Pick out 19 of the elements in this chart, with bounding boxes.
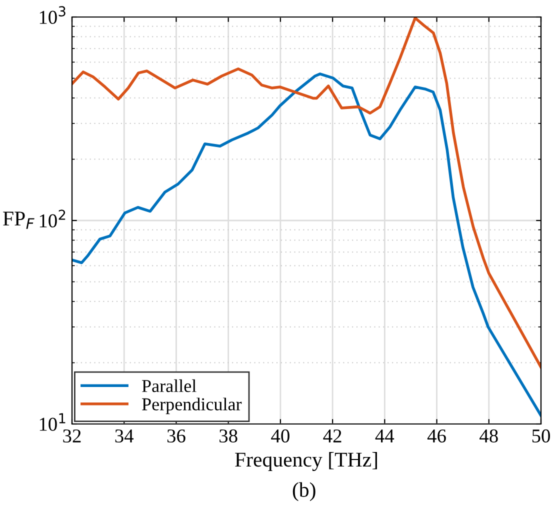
x-tick-label: 34 <box>115 429 134 443</box>
x-tick-label: 36 <box>167 429 186 443</box>
y-tick-label: 10$^{2}$ <box>40 210 66 228</box>
y-tick-label: 10$^{3}$ <box>40 6 66 24</box>
x-tick-label: 40 <box>271 429 290 443</box>
x-tick-label: 48 <box>480 429 498 443</box>
x-tick-label: 32 <box>63 429 81 443</box>
x-tick-label: 42 <box>323 429 342 442</box>
x-tick-label: 50 <box>532 429 550 443</box>
x-tick-label: 44 <box>375 430 394 442</box>
y-axis-title: FP$_{F}$ <box>3 212 34 229</box>
x-tick-label: 46 <box>427 429 446 443</box>
x-axis-title: Frequency [THz] <box>235 452 377 471</box>
text: (b) <box>292 482 316 502</box>
x-tick-label: 38 <box>220 429 238 443</box>
legend-label: Perpendicular <box>142 398 242 414</box>
y-tick-label: 10$^{1}$ <box>40 413 66 431</box>
legend-label: Parallel <box>142 379 196 392</box>
line-series <box>72 72 541 417</box>
